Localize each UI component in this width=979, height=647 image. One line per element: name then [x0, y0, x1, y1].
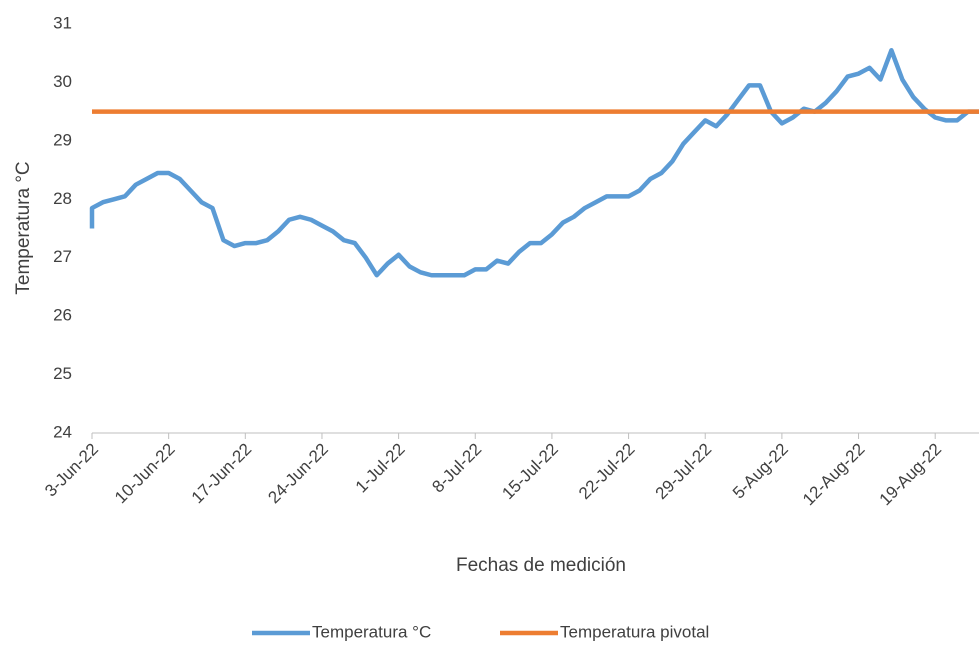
x-tick-label: 3-Jun-22: [41, 440, 102, 501]
x-tick-label: 10-Jun-22: [111, 440, 179, 508]
x-tick-label: 17-Jun-22: [188, 440, 256, 508]
y-tick-label: 29: [53, 130, 72, 149]
y-tick-label: 30: [53, 72, 72, 91]
x-tick-label: 15-Jul-22: [498, 440, 562, 504]
x-tick-label: 8-Jul-22: [428, 440, 485, 497]
line-series: [89, 48, 979, 278]
y-tick-label: 27: [53, 247, 72, 266]
x-tick-label: 19-Aug-22: [876, 440, 946, 510]
legend-label: Temperatura °C: [312, 622, 431, 641]
x-tick-label: 22-Jul-22: [575, 440, 639, 504]
legend-label: Temperatura pivotal: [560, 622, 709, 641]
x-tick-label: 24-Jun-22: [264, 440, 332, 508]
y-tick-label: 31: [53, 13, 72, 32]
y-tick-label: 28: [53, 189, 72, 208]
y-tick-label: 26: [53, 306, 72, 325]
x-tick-label: 5-Aug-22: [729, 440, 792, 503]
x-tick-label: 12-Aug-22: [799, 440, 869, 510]
y-tick-label: 25: [53, 364, 72, 383]
y-axis-title: Temperatura °C: [13, 161, 34, 294]
y-tick-label: 24: [53, 422, 72, 441]
x-axis-title: Fechas de medición: [456, 555, 626, 576]
x-tick-label: 29-Jul-22: [652, 440, 716, 504]
x-tick-label: 1-Jul-22: [352, 440, 409, 497]
